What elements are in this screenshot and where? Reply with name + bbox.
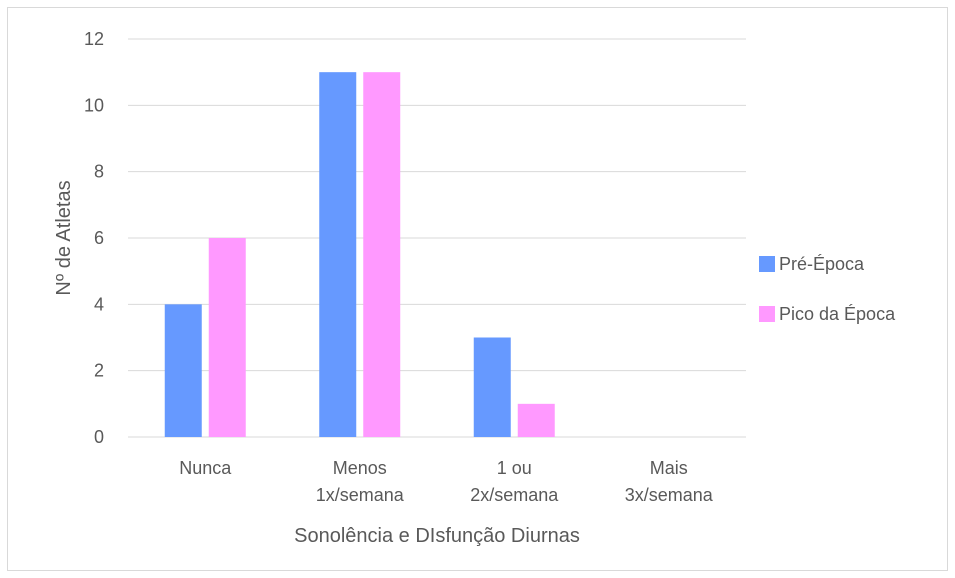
y-tick-label: 6 — [94, 228, 104, 248]
y-tick-label: 10 — [84, 95, 104, 115]
bars — [164, 72, 555, 438]
x-tick-label: 2x/semana — [470, 485, 559, 505]
bar — [164, 304, 202, 437]
chart-area — [7, 7, 948, 571]
y-tick-label: 0 — [94, 427, 104, 447]
y-tick-label: 2 — [94, 361, 104, 381]
x-tick-label: Mais — [650, 458, 688, 478]
x-tick-label: 3x/semana — [625, 485, 714, 505]
legend-swatch — [759, 306, 775, 322]
legend-swatch — [759, 256, 775, 272]
y-axis-title: Nº de Atletas — [53, 180, 75, 295]
x-tick-labels: Nunca Menos 1x/semana 1 ou 2x/semana Mais 3x/s… — [179, 458, 714, 505]
x-axis-title: Sonolência e DIsfunção Diurnas — [294, 525, 580, 547]
bar — [319, 72, 357, 438]
legend: Pré-Época Pico da Época — [759, 254, 896, 324]
legend-label: Pico da Época — [779, 304, 896, 324]
bar — [208, 238, 246, 437]
legend-label: Pré-Época — [779, 254, 865, 274]
bar — [473, 337, 511, 437]
y-tick-label: 4 — [94, 294, 104, 314]
y-tick-label: 8 — [94, 162, 104, 182]
y-tick-label: 12 — [84, 29, 104, 49]
x-tick-label: 1 ou — [497, 458, 532, 478]
x-tick-label: 1x/semana — [316, 485, 405, 505]
x-tick-label: Nunca — [179, 458, 232, 478]
y-tick-labels: 0 2 4 6 8 10 12 — [84, 29, 104, 447]
bar — [363, 72, 401, 438]
bar — [517, 403, 555, 437]
x-tick-label: Menos — [333, 458, 387, 478]
